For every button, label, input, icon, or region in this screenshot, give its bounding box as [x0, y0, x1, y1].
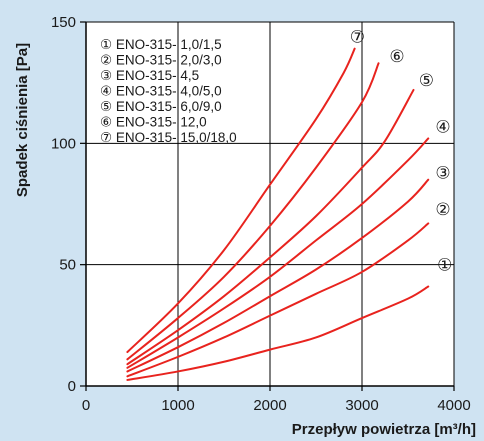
- x-axis-label: Przepływ powietrza [m³/h]: [292, 421, 476, 438]
- line-marker-2: ②: [435, 200, 450, 219]
- series-lines: [126, 47, 430, 381]
- series-line-6: [126, 62, 380, 361]
- line-markers: ① ② ③ ④ ⑤⑥ ⑦: [350, 28, 453, 275]
- series-line-3: [126, 178, 430, 373]
- legend-entry-4: ④ ENO-315- 4,0/5,0: [100, 84, 222, 99]
- series-line-1: [126, 285, 430, 381]
- legend-entry-3: ③ ENO-315- 4,5: [100, 68, 199, 83]
- y-tick-label-0: 0: [68, 378, 76, 395]
- series-line-4: [126, 137, 430, 369]
- series-line-2: [126, 222, 430, 378]
- legend-entry-1: ① ENO-315- 1,0/1,5: [100, 37, 222, 52]
- x-tick-label-4000: 4000: [437, 397, 470, 414]
- x-tick-label-2000: 2000: [253, 397, 286, 414]
- x-tick-label-1000: 1000: [161, 397, 194, 414]
- line-marker-3: ③: [435, 163, 450, 182]
- legend-entry-6: ⑥ ENO-315- 12,0: [100, 115, 207, 130]
- x-tick-labels: 0 1000 2000 3000 4000: [82, 397, 471, 414]
- series-line-5: [126, 88, 415, 366]
- y-tick-labels: 0 50 100 150: [51, 14, 76, 395]
- legend-entry-5: ⑤ ENO-315- 6,0/9,0: [100, 99, 222, 114]
- axes: [80, 21, 455, 391]
- x-tick-label-3000: 3000: [345, 397, 378, 414]
- x-tick-label-0: 0: [82, 397, 90, 414]
- y-tick-label-50: 50: [59, 257, 76, 274]
- y-tick-label-100: 100: [51, 135, 76, 152]
- line-marker-7: ⑦: [350, 28, 365, 47]
- legend: ① ENO-315- 1,0/1,5② ENO-315- 2,0/3,0③ EN…: [100, 37, 237, 145]
- y-axis-label: Spadek ciśnienia [Pa]: [14, 43, 31, 197]
- y-tick-label-150: 150: [51, 14, 76, 31]
- line-marker-6: ⑥: [389, 47, 404, 66]
- legend-entry-2: ② ENO-315- 2,0/3,0: [100, 53, 222, 68]
- line-marker-5: ⑤: [419, 71, 434, 90]
- legend-entry-7: ⑦ ENO-315- 15,0/18,0: [100, 130, 237, 145]
- series-line-7: [126, 47, 356, 354]
- line-marker-1: ①: [437, 256, 452, 275]
- line-marker-4: ④: [435, 117, 450, 136]
